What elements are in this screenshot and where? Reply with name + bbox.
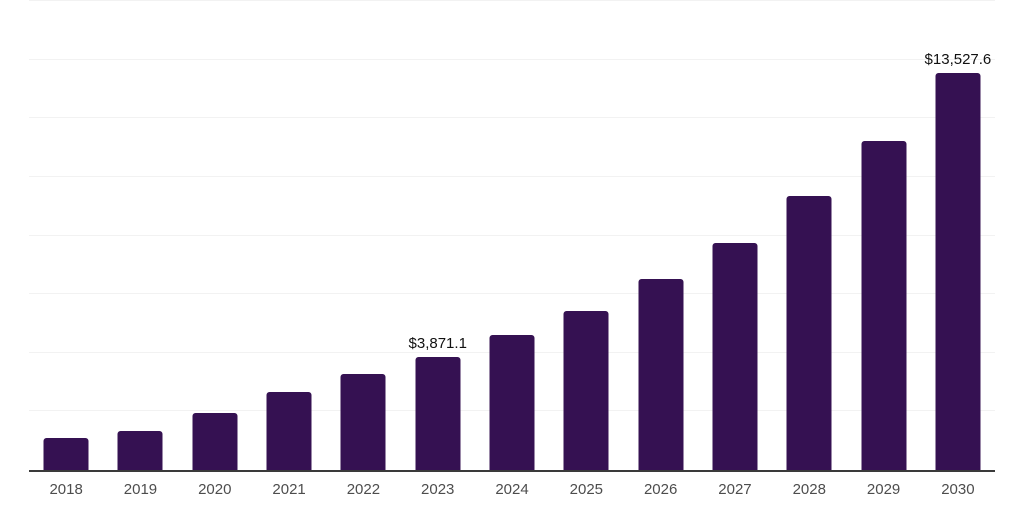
bar-slot <box>624 1 698 470</box>
x-tick-label: 2022 <box>346 481 381 498</box>
bar-slot <box>698 1 772 470</box>
x-tick-label: 2021 <box>272 481 306 498</box>
bar <box>43 437 89 470</box>
data-label: $13,527.6 <box>924 51 992 69</box>
bar <box>935 73 981 470</box>
bar-slot: $3,871.1 <box>401 1 475 470</box>
x-tick-label: 2026 <box>643 481 678 498</box>
bar <box>340 374 386 470</box>
gridline <box>29 117 995 119</box>
bar-slot <box>29 1 103 470</box>
bar <box>861 141 907 470</box>
bar <box>712 242 758 470</box>
bars: $3,871.1 $13,527.6 <box>29 1 995 470</box>
bar-slot <box>846 1 920 470</box>
bar-slot <box>326 1 400 470</box>
x-tick-label: 2019 <box>123 481 158 498</box>
bar-slot <box>475 1 549 470</box>
x-axis-labels: 2018 2019 2020 2021 2022 2023 2024 2025 2026 2027… <box>29 481 995 498</box>
bar <box>192 412 238 470</box>
bar-slot <box>549 1 623 470</box>
gridline <box>29 58 995 60</box>
bar <box>117 431 163 470</box>
plot-area: $3,871.1 $13,527.6 <box>29 0 995 472</box>
data-label: $3,871.1 <box>408 334 467 352</box>
x-tick-label: 2030 <box>941 481 975 498</box>
bar-slot <box>103 1 177 470</box>
bar <box>638 279 684 470</box>
x-tick-label: 2024 <box>495 481 529 498</box>
gridline <box>29 0 995 1</box>
x-tick-label: 2020 <box>198 481 232 498</box>
x-tick-label: 2025 <box>569 481 604 498</box>
bar-slot <box>772 1 846 470</box>
bar-slot <box>252 1 326 470</box>
bar-slot: $13,527.6 <box>921 1 995 470</box>
gridline <box>29 234 995 236</box>
bar <box>786 196 832 470</box>
bar <box>563 310 609 470</box>
bar-slot <box>178 1 252 470</box>
x-tick-label: 2018 <box>49 481 83 498</box>
gridline <box>29 175 995 177</box>
x-tick-label: 2027 <box>718 481 752 498</box>
x-tick-label: 2023 <box>421 481 455 498</box>
x-tick-label: 2028 <box>792 481 826 498</box>
x-tick-label: 2029 <box>866 481 901 498</box>
gridline <box>29 293 995 295</box>
bar <box>489 334 535 470</box>
bar <box>415 356 461 470</box>
bar <box>266 391 312 470</box>
